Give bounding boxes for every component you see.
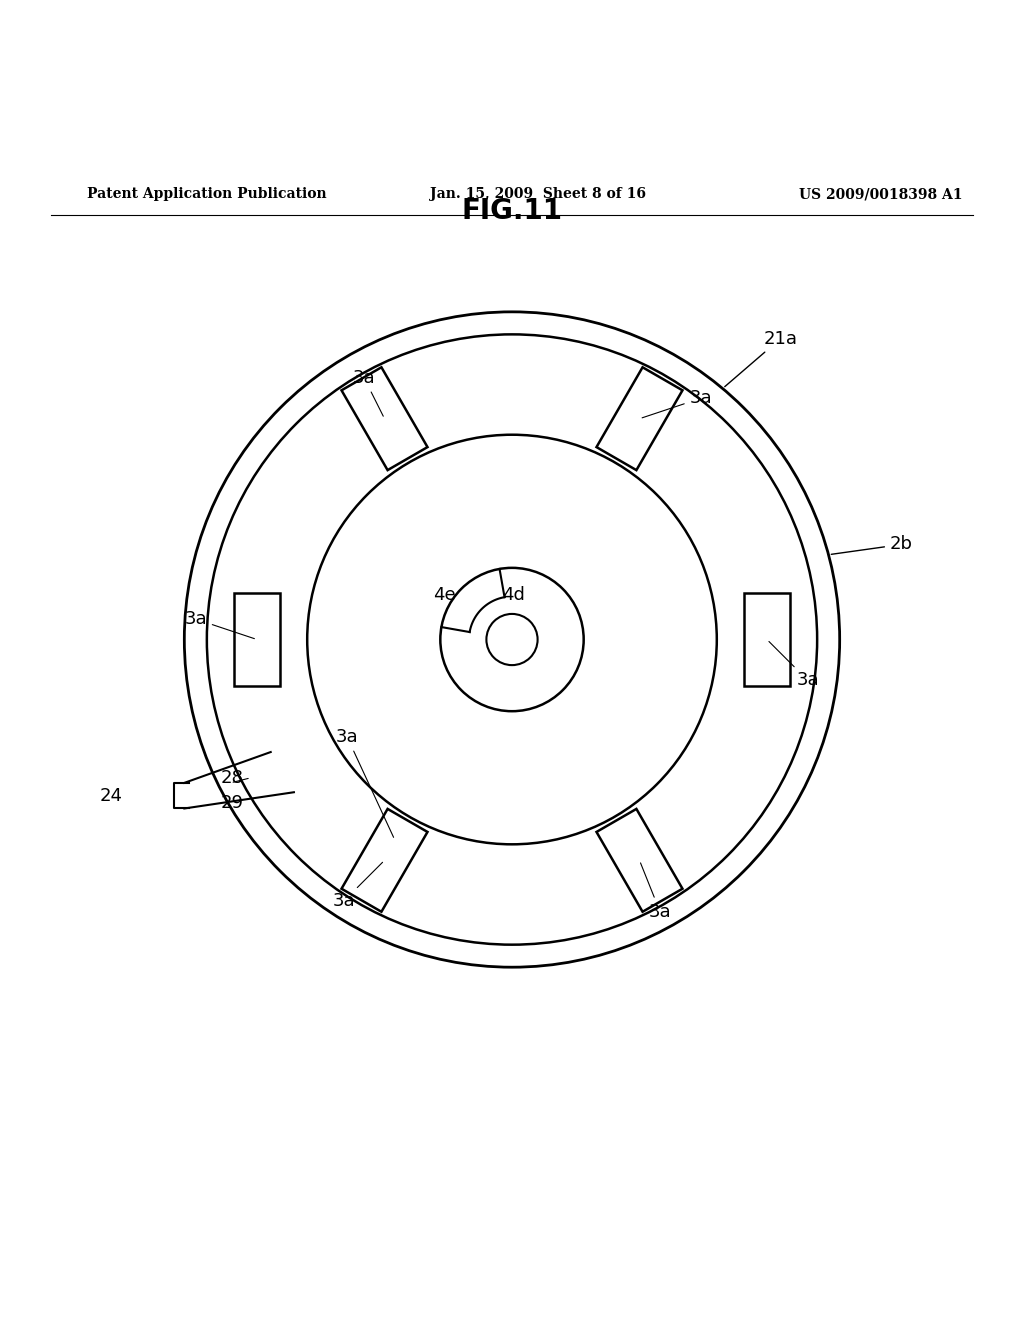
Text: 3a: 3a (642, 389, 713, 418)
Text: Jan. 15, 2009  Sheet 8 of 16: Jan. 15, 2009 Sheet 8 of 16 (430, 187, 646, 201)
Bar (597, 367, 682, 470)
Text: 4e: 4e (433, 586, 456, 603)
Text: 3a: 3a (332, 862, 383, 911)
Text: Patent Application Publication: Patent Application Publication (87, 187, 327, 201)
Text: 24: 24 (100, 787, 123, 805)
Text: 2b: 2b (831, 536, 913, 554)
Bar (597, 809, 682, 912)
Text: 3a: 3a (352, 368, 383, 416)
Text: US 2009/0018398 A1: US 2009/0018398 A1 (799, 187, 963, 201)
Text: 4d: 4d (502, 586, 524, 603)
Text: 29: 29 (220, 795, 243, 812)
Text: 3a: 3a (769, 642, 819, 689)
Text: 3a: 3a (336, 727, 393, 837)
Text: 3a: 3a (184, 610, 254, 639)
Text: 28: 28 (220, 768, 243, 787)
Bar (342, 809, 427, 912)
Text: 21a: 21a (725, 330, 798, 387)
Bar (233, 594, 280, 685)
Bar (743, 594, 791, 685)
Text: 3a: 3a (641, 863, 672, 920)
Bar (342, 367, 427, 470)
Text: FIG.11: FIG.11 (462, 197, 562, 224)
